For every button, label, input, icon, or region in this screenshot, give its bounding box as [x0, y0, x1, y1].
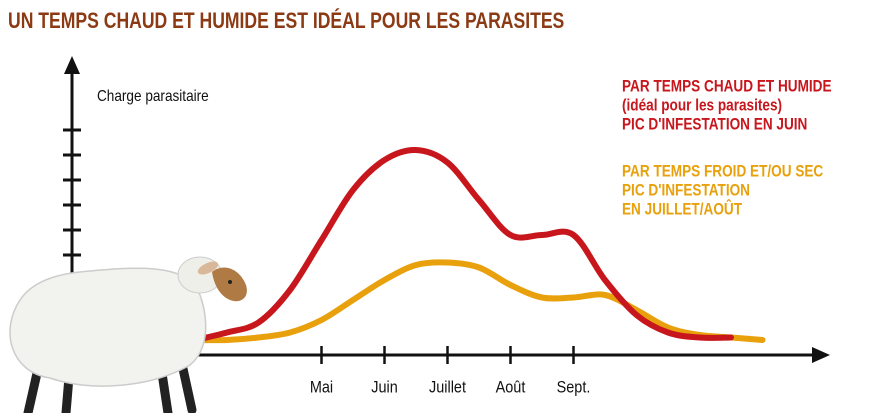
- page: {"chart_data": { "type": "line", "title"…: [0, 0, 870, 413]
- x-tick-label: Mai: [310, 378, 333, 396]
- x-tick-label: Juillet: [429, 378, 466, 396]
- x-tick-label-group: Juillet: [429, 378, 466, 396]
- x-axis-arrow: [812, 347, 830, 363]
- y-axis-label: Charge parasitaire: [97, 88, 209, 105]
- x-tick-label-group: Sept.: [557, 378, 591, 396]
- legend-description: PIC D'INFESTATION EN JUIN: [622, 115, 807, 134]
- legend-label: PAR TEMPS FROID ET/OU SEC: [622, 162, 823, 181]
- chart: UN TEMPS CHAUD ET HUMIDE EST IDÉAL POUR …: [0, 0, 870, 413]
- y-axis-arrow: [64, 56, 80, 74]
- x-tick-label-group: Mai: [310, 378, 333, 396]
- legend: PAR TEMPS CHAUD ET HUMIDE(idéal pour les…: [622, 77, 832, 219]
- legend-description: (idéal pour les parasites): [622, 96, 782, 115]
- x-tick-label: Juin: [371, 378, 397, 396]
- x-tick-label-group: Août: [496, 378, 526, 396]
- legend-description: PIC D'INFESTATION: [622, 181, 750, 200]
- legend-description: EN JUILLET/AOÛT: [622, 199, 743, 219]
- legend-entry: PAR TEMPS CHAUD ET HUMIDE(idéal pour les…: [622, 77, 832, 134]
- x-tick-label: Sept.: [557, 378, 591, 396]
- x-tick-label-group: Juin: [371, 378, 397, 396]
- x-tick-label: Août: [496, 378, 526, 396]
- legend-label: PAR TEMPS CHAUD ET HUMIDE: [622, 77, 832, 96]
- chart-title: UN TEMPS CHAUD ET HUMIDE EST IDÉAL POUR …: [8, 8, 564, 33]
